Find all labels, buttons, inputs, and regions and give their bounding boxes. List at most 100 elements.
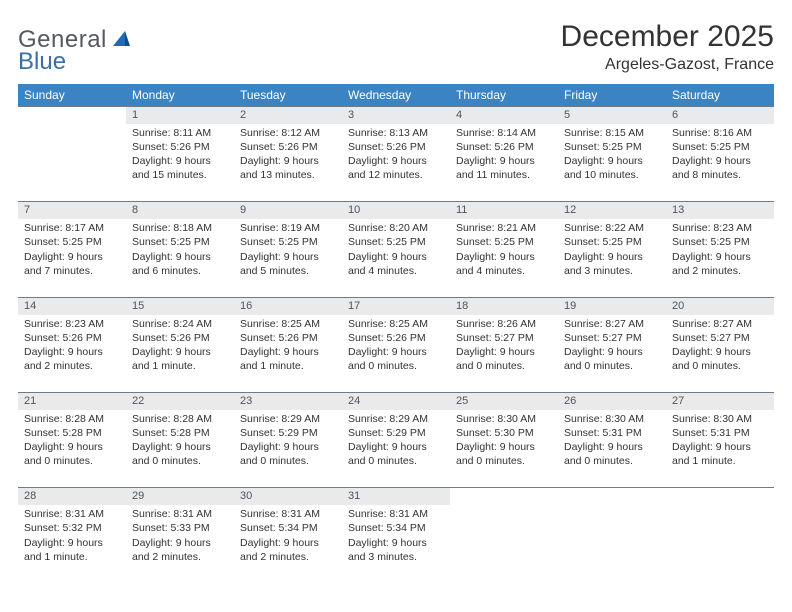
day-content-cell: Sunrise: 8:31 AMSunset: 5:33 PMDaylight:…	[126, 505, 234, 583]
daylight-text-line1: Daylight: 9 hours	[456, 250, 552, 264]
sunset-text: Sunset: 5:34 PM	[240, 521, 336, 535]
daylight-text-line1: Daylight: 9 hours	[672, 154, 768, 168]
day-number-cell: 21	[18, 393, 126, 410]
daylight-text-line2: and 2 minutes.	[240, 550, 336, 564]
day-number-cell: 13	[666, 202, 774, 219]
day-content-cell: Sunrise: 8:31 AMSunset: 5:34 PMDaylight:…	[342, 505, 450, 583]
daynum-row: 78910111213	[18, 202, 774, 219]
day-content-cell	[558, 505, 666, 583]
sunset-text: Sunset: 5:25 PM	[672, 235, 768, 249]
day-number-cell: 28	[18, 488, 126, 505]
sunrise-text: Sunrise: 8:21 AM	[456, 221, 552, 235]
day-content-cell: Sunrise: 8:12 AMSunset: 5:26 PMDaylight:…	[234, 124, 342, 202]
daylight-text-line1: Daylight: 9 hours	[240, 154, 336, 168]
day-content-cell: Sunrise: 8:26 AMSunset: 5:27 PMDaylight:…	[450, 315, 558, 393]
daylight-text-line1: Daylight: 9 hours	[24, 440, 120, 454]
sunrise-text: Sunrise: 8:30 AM	[456, 412, 552, 426]
daylight-text-line2: and 11 minutes.	[456, 168, 552, 182]
sunrise-text: Sunrise: 8:15 AM	[564, 126, 660, 140]
sunrise-text: Sunrise: 8:27 AM	[564, 317, 660, 331]
daylight-text-line1: Daylight: 9 hours	[132, 440, 228, 454]
daylight-text-line2: and 0 minutes.	[456, 454, 552, 468]
day-number-cell: 10	[342, 202, 450, 219]
daylight-text-line2: and 0 minutes.	[24, 454, 120, 468]
month-title: December 2025	[561, 20, 774, 54]
day-number-cell: 11	[450, 202, 558, 219]
sunset-text: Sunset: 5:26 PM	[348, 140, 444, 154]
daylight-text-line1: Daylight: 9 hours	[132, 250, 228, 264]
sunrise-text: Sunrise: 8:23 AM	[24, 317, 120, 331]
sunrise-text: Sunrise: 8:31 AM	[24, 507, 120, 521]
day-number-cell: 26	[558, 393, 666, 410]
daylight-text-line2: and 2 minutes.	[24, 359, 120, 373]
day-number-cell	[450, 488, 558, 505]
day-number-cell: 18	[450, 297, 558, 314]
sunset-text: Sunset: 5:34 PM	[348, 521, 444, 535]
day-content-cell: Sunrise: 8:28 AMSunset: 5:28 PMDaylight:…	[126, 410, 234, 488]
sunset-text: Sunset: 5:30 PM	[456, 426, 552, 440]
daylight-text-line1: Daylight: 9 hours	[132, 536, 228, 550]
daylight-text-line1: Daylight: 9 hours	[348, 345, 444, 359]
sunset-text: Sunset: 5:32 PM	[24, 521, 120, 535]
daylight-text-line1: Daylight: 9 hours	[672, 345, 768, 359]
sunrise-text: Sunrise: 8:31 AM	[240, 507, 336, 521]
daylight-text-line1: Daylight: 9 hours	[672, 440, 768, 454]
day-number-cell: 12	[558, 202, 666, 219]
day-number-cell: 23	[234, 393, 342, 410]
daylight-text-line2: and 4 minutes.	[348, 264, 444, 278]
daylight-text-line1: Daylight: 9 hours	[564, 345, 660, 359]
day-content-cell: Sunrise: 8:29 AMSunset: 5:29 PMDaylight:…	[234, 410, 342, 488]
day-content-cell: Sunrise: 8:28 AMSunset: 5:28 PMDaylight:…	[18, 410, 126, 488]
day-number-cell: 31	[342, 488, 450, 505]
sunset-text: Sunset: 5:26 PM	[456, 140, 552, 154]
day-number-cell: 22	[126, 393, 234, 410]
daylight-text-line2: and 3 minutes.	[564, 264, 660, 278]
weekday-header: Thursday	[450, 84, 558, 107]
sunrise-text: Sunrise: 8:29 AM	[348, 412, 444, 426]
day-number-cell: 2	[234, 107, 342, 124]
day-content-cell: Sunrise: 8:15 AMSunset: 5:25 PMDaylight:…	[558, 124, 666, 202]
sunrise-text: Sunrise: 8:24 AM	[132, 317, 228, 331]
daylight-text-line2: and 0 minutes.	[564, 359, 660, 373]
sunset-text: Sunset: 5:29 PM	[240, 426, 336, 440]
daylight-text-line2: and 0 minutes.	[348, 359, 444, 373]
daylight-text-line2: and 12 minutes.	[348, 168, 444, 182]
day-number-cell: 30	[234, 488, 342, 505]
sunset-text: Sunset: 5:25 PM	[564, 140, 660, 154]
sunrise-text: Sunrise: 8:18 AM	[132, 221, 228, 235]
day-content-row: Sunrise: 8:28 AMSunset: 5:28 PMDaylight:…	[18, 410, 774, 488]
daylight-text-line2: and 5 minutes.	[240, 264, 336, 278]
daylight-text-line1: Daylight: 9 hours	[348, 250, 444, 264]
day-content-cell: Sunrise: 8:25 AMSunset: 5:26 PMDaylight:…	[234, 315, 342, 393]
sunrise-text: Sunrise: 8:27 AM	[672, 317, 768, 331]
day-number-cell: 17	[342, 297, 450, 314]
sunset-text: Sunset: 5:27 PM	[456, 331, 552, 345]
day-content-cell: Sunrise: 8:23 AMSunset: 5:25 PMDaylight:…	[666, 219, 774, 297]
day-number-cell: 19	[558, 297, 666, 314]
daylight-text-line2: and 1 minute.	[672, 454, 768, 468]
sunrise-text: Sunrise: 8:29 AM	[240, 412, 336, 426]
sunset-text: Sunset: 5:25 PM	[24, 235, 120, 249]
sunrise-text: Sunrise: 8:25 AM	[348, 317, 444, 331]
sunrise-text: Sunrise: 8:19 AM	[240, 221, 336, 235]
daylight-text-line2: and 8 minutes.	[672, 168, 768, 182]
day-content-cell: Sunrise: 8:30 AMSunset: 5:31 PMDaylight:…	[558, 410, 666, 488]
day-content-cell: Sunrise: 8:24 AMSunset: 5:26 PMDaylight:…	[126, 315, 234, 393]
daynum-row: 21222324252627	[18, 393, 774, 410]
daylight-text-line2: and 13 minutes.	[240, 168, 336, 182]
daylight-text-line1: Daylight: 9 hours	[240, 250, 336, 264]
daylight-text-line2: and 7 minutes.	[24, 264, 120, 278]
day-content-cell: Sunrise: 8:16 AMSunset: 5:25 PMDaylight:…	[666, 124, 774, 202]
daylight-text-line2: and 15 minutes.	[132, 168, 228, 182]
day-content-cell: Sunrise: 8:17 AMSunset: 5:25 PMDaylight:…	[18, 219, 126, 297]
day-number-cell: 9	[234, 202, 342, 219]
daylight-text-line1: Daylight: 9 hours	[240, 440, 336, 454]
daylight-text-line1: Daylight: 9 hours	[24, 250, 120, 264]
sunset-text: Sunset: 5:25 PM	[348, 235, 444, 249]
page-header: General December 2025 Argeles-Gazost, Fr…	[18, 20, 774, 74]
daylight-text-line2: and 1 minute.	[240, 359, 336, 373]
day-number-cell: 4	[450, 107, 558, 124]
sunset-text: Sunset: 5:25 PM	[456, 235, 552, 249]
day-content-cell: Sunrise: 8:11 AMSunset: 5:26 PMDaylight:…	[126, 124, 234, 202]
day-number-cell: 16	[234, 297, 342, 314]
